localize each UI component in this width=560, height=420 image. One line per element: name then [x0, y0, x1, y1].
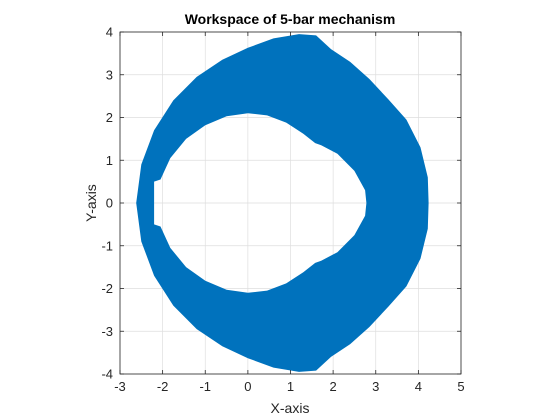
y-tick-label: 1: [106, 153, 113, 168]
x-tick-label: 3: [372, 379, 379, 394]
x-axis-label: X-axis: [271, 400, 310, 416]
y-axis-label: Y-axis: [83, 184, 99, 222]
y-tick-label: -1: [101, 238, 113, 253]
y-tick-label: -3: [101, 324, 113, 339]
x-tick-label: 1: [287, 379, 294, 394]
x-tick-label: 2: [330, 379, 337, 394]
x-tick-label: -3: [114, 379, 126, 394]
y-tick-label: 3: [106, 67, 113, 82]
x-tick-label: 4: [415, 379, 422, 394]
y-tick-label: -4: [101, 367, 113, 382]
y-tick-label: 4: [106, 25, 113, 40]
x-tick-label: -1: [199, 379, 211, 394]
y-tick-label: 2: [106, 110, 113, 125]
chart-title: Workspace of 5-bar mechanism: [185, 11, 396, 27]
y-tick-label: 0: [106, 196, 113, 211]
x-tick-label: 0: [244, 379, 251, 394]
x-tick-label: -2: [157, 379, 169, 394]
x-tick-label: 5: [457, 379, 464, 394]
y-tick-label: -2: [101, 281, 113, 296]
